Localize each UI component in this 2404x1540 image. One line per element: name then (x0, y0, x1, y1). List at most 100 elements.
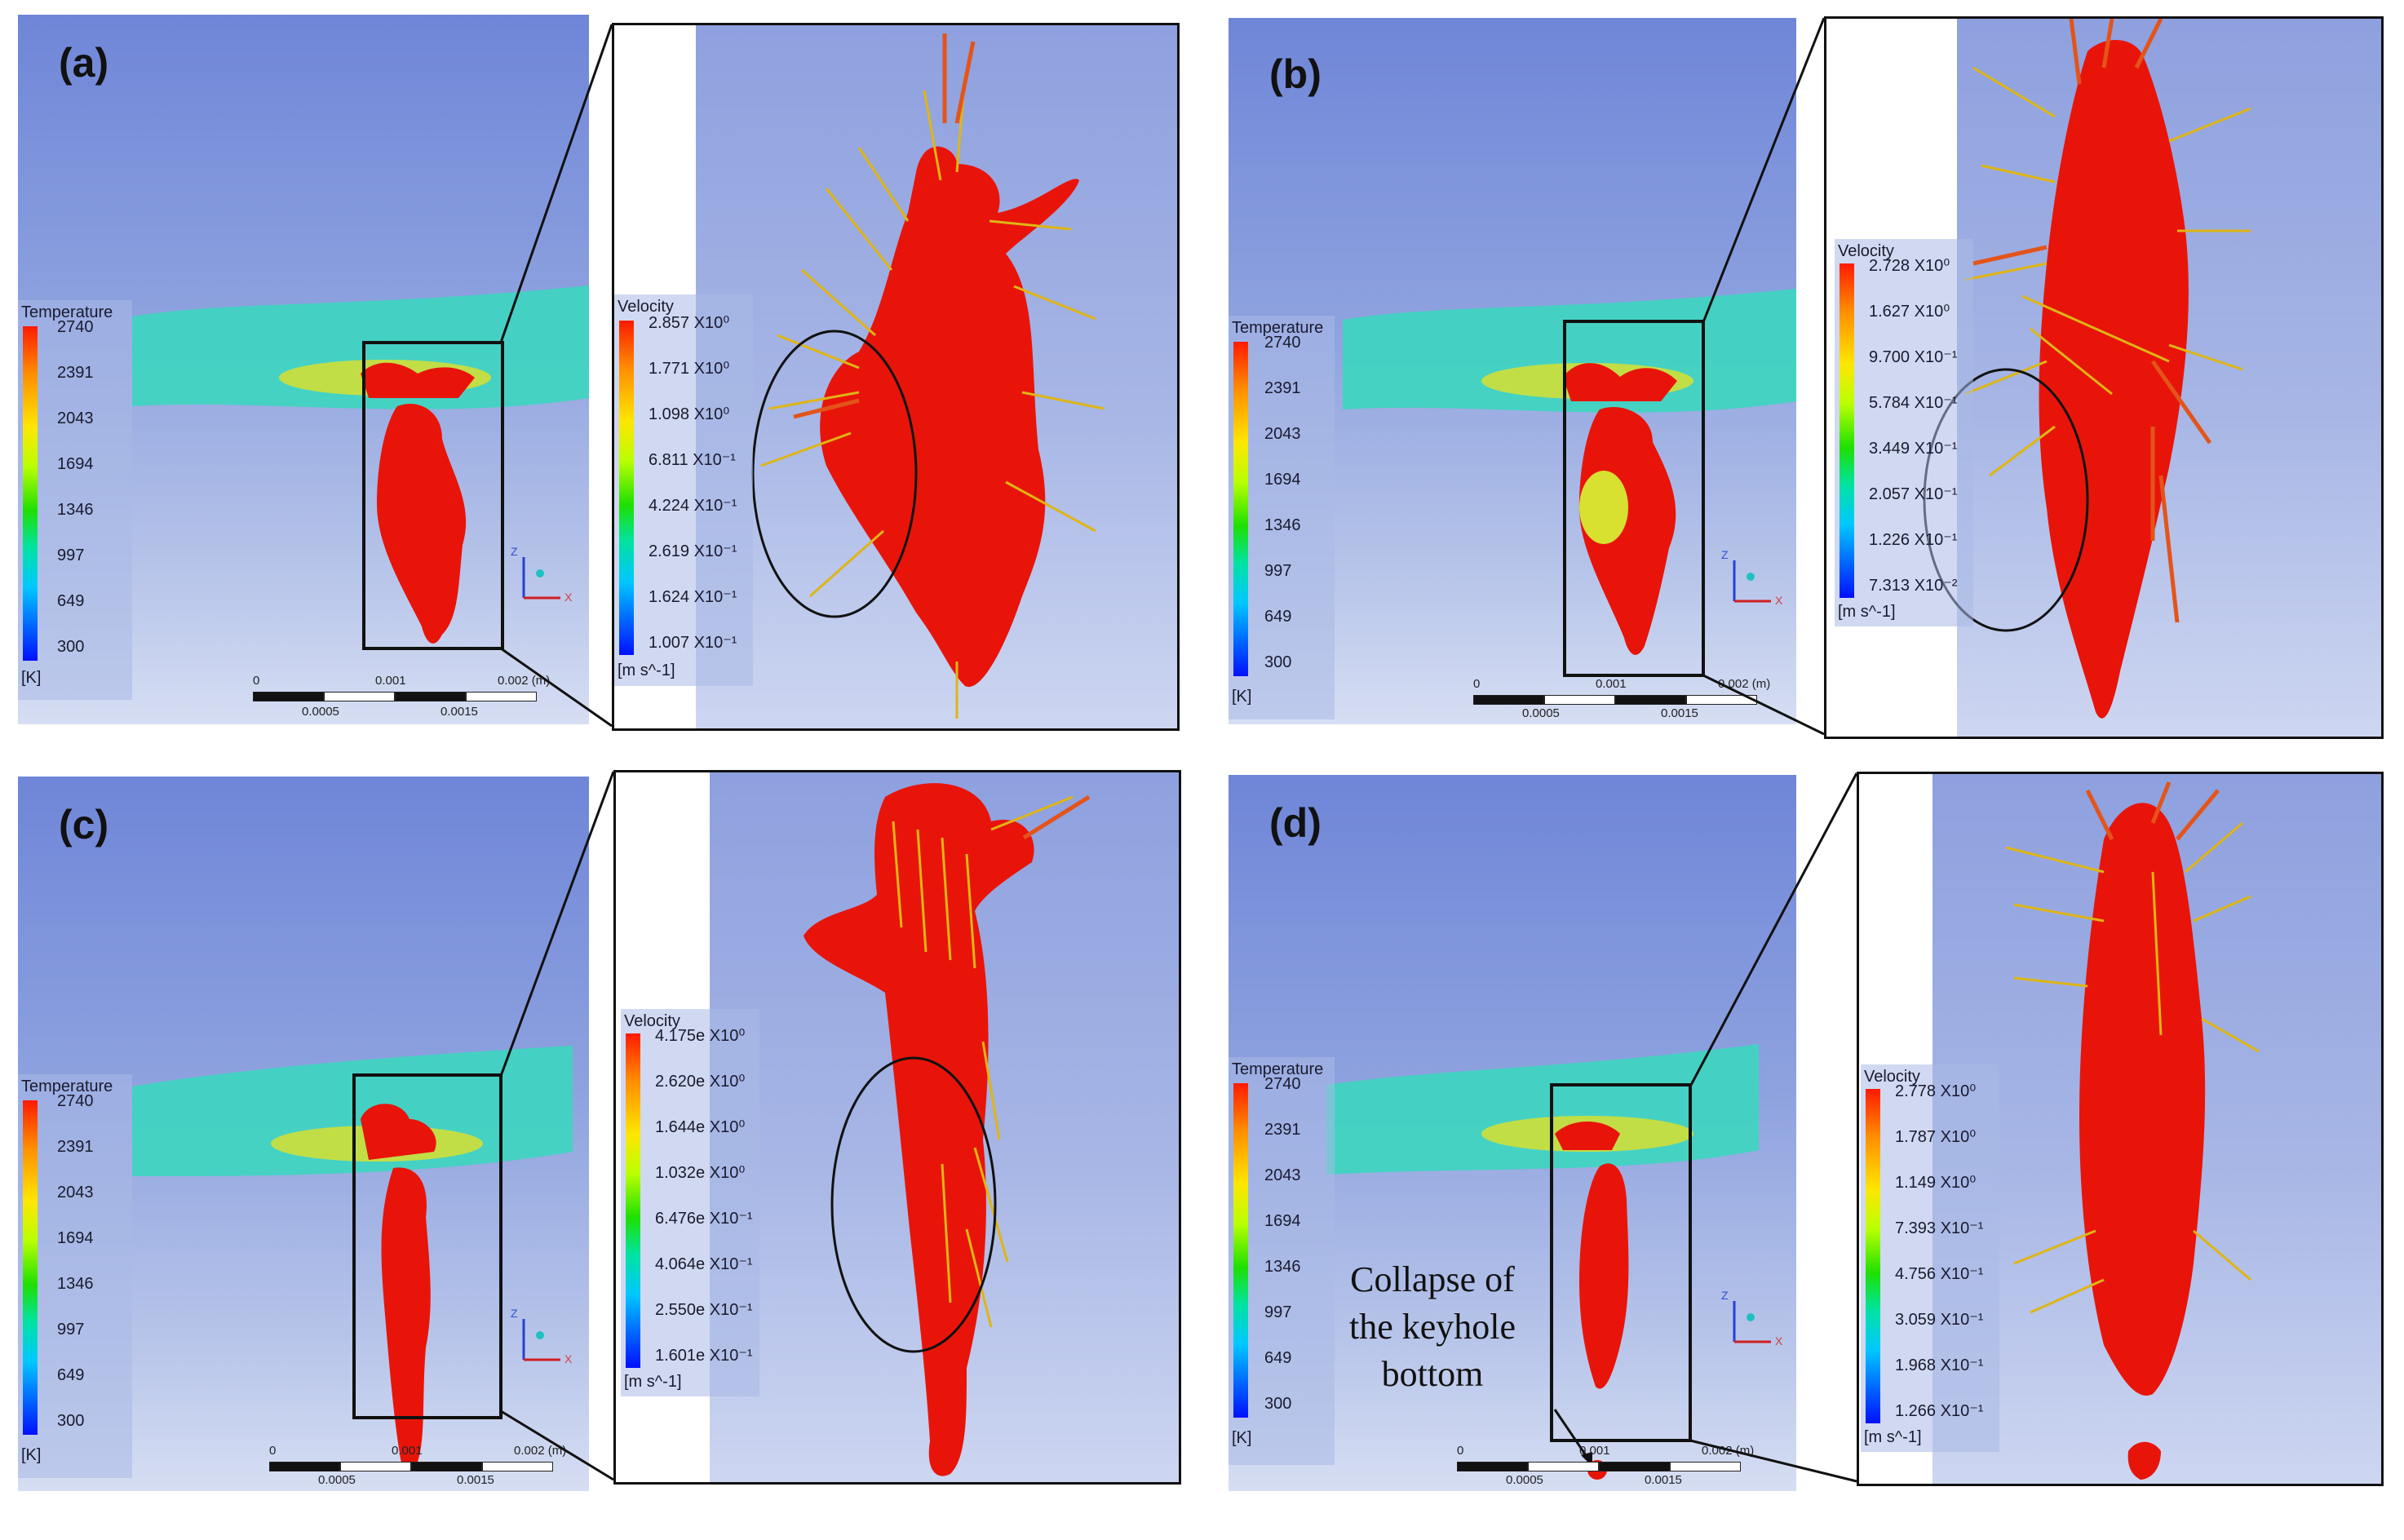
scale-label: 0.002 (m) (1718, 677, 1771, 691)
zoom-connectors (1689, 772, 1858, 1483)
velocity-legend: Velocity 2.778 X10⁰ 1.787 X10⁰ 1.149 X10… (1861, 1064, 1999, 1452)
scale-segment (395, 692, 466, 701)
colorbar (23, 326, 38, 661)
legend-tick: 1.149 X10⁰ (1895, 1174, 1977, 1192)
panel-d: (d) Temperature 2740 2391 2043 1694 1346… (1202, 770, 2404, 1540)
legend-tick: 649 (57, 592, 85, 610)
legend-tick: 2043 (1264, 425, 1301, 443)
legend-title: Temperature (1232, 319, 1324, 337)
legend-tick: 6.476e X10⁻¹ (655, 1210, 753, 1228)
scale-segment (1457, 1462, 1528, 1471)
legend-tick: 9.700 X10⁻¹ (1869, 348, 1958, 366)
legend-tick: 997 (57, 547, 85, 564)
legend-tick: 997 (1264, 562, 1292, 580)
keyhole-body (377, 403, 467, 644)
velocity-render (751, 33, 1105, 719)
panel-label: (b) (1269, 51, 1322, 97)
legend-tick: 300 (57, 1412, 85, 1430)
legend-tick: 1.226 X10⁻¹ (1869, 531, 1958, 549)
scale-segment (1670, 1462, 1741, 1471)
overview-render (1343, 289, 1796, 677)
axis-x-label: X (564, 1352, 573, 1365)
legend-tick: 4.224 X10⁻¹ (649, 497, 737, 515)
legend-tick: 1694 (57, 1229, 94, 1247)
legend-tick: 2043 (1264, 1166, 1301, 1184)
legend-tick: 1346 (1264, 1258, 1301, 1276)
axis-triad: Z X (1718, 1281, 1791, 1354)
legend-tick: 2740 (1264, 334, 1301, 352)
legend-tick: 2.057 X10⁻¹ (1869, 485, 1958, 503)
axis-z-label: Z (1721, 1289, 1729, 1302)
temperature-legend: Temperature 2740 2391 2043 1694 1346 997… (1229, 316, 1335, 719)
keyhole-body (1579, 406, 1676, 655)
keyhole-body (1579, 1163, 1629, 1389)
legend-tick: 4.756 X10⁻¹ (1895, 1265, 1984, 1283)
velocity-legend: Velocity 2.857 X10⁰ 1.771 X10⁰ 1.098 X10… (614, 294, 753, 686)
scale-segment (1544, 695, 1615, 705)
legend-tick: 2740 (57, 1092, 94, 1110)
velocity-render (2005, 781, 2260, 1480)
legend-tick: 3.449 X10⁻¹ (1869, 440, 1958, 458)
zoom-connectors (499, 24, 613, 728)
scale-label: 0.0005 (1522, 706, 1560, 720)
axis-x-label: X (1775, 1334, 1783, 1348)
temperature-legend: Temperature 2740 2391 2043 1694 1346 997… (18, 300, 132, 700)
axis-triad: Z X (507, 537, 581, 610)
detached-droplet (2127, 1441, 2161, 1480)
legend-tick: 2043 (57, 1184, 94, 1201)
temperature-legend: Temperature 2740 2391 2043 1694 1346 997… (18, 1074, 132, 1478)
keyhole-body (2039, 40, 2189, 719)
keyhole-top (361, 1104, 436, 1160)
overview-viewport: (b) Temperature 2740 2391 2043 1694 1346… (1229, 18, 1796, 724)
collapse-annotation: Collapse of the keyhole bottom (1326, 1256, 1538, 1398)
legend-unit: [K] (21, 1446, 42, 1464)
keyhole-body (804, 783, 1034, 1476)
scale-segment (411, 1462, 482, 1471)
scale-segment (1599, 1462, 1670, 1471)
overview-viewport: (a) Temperature 2740 2391 2043 1694 1346… (18, 15, 589, 724)
scale-label: 0.001 (375, 674, 406, 688)
legend-tick: 1.007 X10⁻¹ (649, 634, 737, 652)
scale-segment (324, 692, 395, 701)
temperature-legend: Temperature 2740 2391 2043 1694 1346 997… (1229, 1057, 1335, 1465)
legend-tick: 1694 (1264, 471, 1301, 489)
legend-unit: [m s^-1] (1838, 603, 1896, 621)
legend-tick: 2740 (57, 318, 94, 336)
axis-x-label: X (564, 591, 573, 604)
zoom-connectors (499, 771, 615, 1481)
legend-tick: 1346 (1264, 516, 1301, 534)
scale-label: 0 (1473, 677, 1481, 691)
keyhole-top (1555, 1122, 1620, 1150)
legend-tick: 2.619 X10⁻¹ (649, 542, 737, 560)
axis-z-label: Z (511, 1307, 518, 1320)
legend-tick: 1.032e X10⁰ (655, 1164, 746, 1182)
legend-tick: 2.857 X10⁰ (649, 314, 730, 332)
scale-segment (1615, 695, 1686, 705)
colorbar (1233, 1083, 1248, 1418)
keyhole-body (820, 146, 1079, 688)
colorbar (23, 1100, 38, 1435)
zoom-view: Velocity 2.857 X10⁰ 1.771 X10⁰ 1.098 X10… (612, 23, 1180, 731)
legend-tick: 3.059 X10⁻¹ (1895, 1311, 1984, 1329)
zoom-view: Velocity 2.778 X10⁰ 1.787 X10⁰ 1.149 X10… (1857, 772, 2384, 1486)
legend-title: Velocity (624, 1012, 680, 1030)
axis-triad: Z X (507, 1299, 581, 1372)
legend-tick: 4.064e X10⁻¹ (655, 1255, 753, 1273)
scale-label: 0.001 (392, 1444, 423, 1458)
legend-unit: [K] (1232, 688, 1252, 706)
scale-label: 0.0005 (1506, 1473, 1543, 1487)
legend-title: Velocity (618, 298, 674, 316)
legend-tick: 1694 (57, 455, 94, 473)
legend-tick: 4.175e X10⁰ (655, 1027, 746, 1045)
legend-tick: 2.728 X10⁰ (1869, 257, 1950, 275)
zoom-frame (352, 1073, 502, 1419)
scale-label: 0.0015 (457, 1473, 494, 1487)
colorbar (619, 321, 634, 655)
velocity-legend: Velocity 2.728 X10⁰ 1.627 X10⁰ 9.700 X10… (1835, 239, 1973, 626)
velocity-render (804, 783, 1091, 1476)
legend-tick: 2.550e X10⁻¹ (655, 1301, 753, 1319)
legend-tick: 1.644e X10⁰ (655, 1118, 746, 1136)
legend-tick: 7.313 X10⁻² (1869, 577, 1958, 595)
colorbar (1866, 1089, 1880, 1423)
colorbar (1840, 263, 1854, 598)
